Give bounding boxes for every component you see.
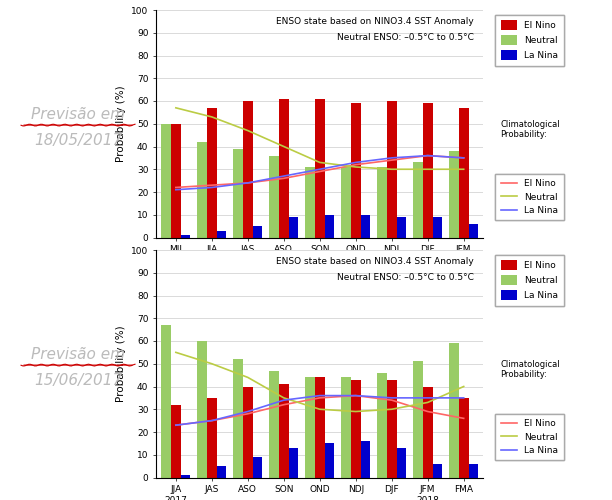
Text: Previsão em: Previsão em xyxy=(31,347,125,362)
Bar xyxy=(459,108,469,238)
Bar xyxy=(469,464,478,477)
Bar xyxy=(181,475,190,478)
Bar xyxy=(181,235,190,238)
Bar xyxy=(423,104,433,238)
Bar xyxy=(397,448,406,478)
Bar xyxy=(341,167,351,238)
Bar xyxy=(341,378,351,478)
Bar xyxy=(305,378,315,478)
X-axis label: Time Period: Time Period xyxy=(282,270,357,280)
Text: 15/06/2017: 15/06/2017 xyxy=(34,373,122,388)
Bar xyxy=(315,98,324,237)
Text: Neutral ENSO: –0.5°C to 0.5°C: Neutral ENSO: –0.5°C to 0.5°C xyxy=(337,273,474,282)
Bar xyxy=(469,224,478,237)
Bar xyxy=(324,215,334,238)
Bar xyxy=(351,380,360,478)
Bar xyxy=(207,398,217,477)
Bar xyxy=(162,124,171,238)
Text: Climatological
Probability:: Climatological Probability: xyxy=(501,120,560,140)
Bar xyxy=(397,217,406,238)
Bar xyxy=(433,464,442,477)
Bar xyxy=(423,386,433,478)
Bar xyxy=(351,104,360,238)
Bar xyxy=(324,444,334,478)
Bar xyxy=(377,373,387,478)
Bar xyxy=(433,217,442,238)
Legend: El Nino, Neutral, La Nina: El Nino, Neutral, La Nina xyxy=(495,174,564,220)
Bar xyxy=(207,108,217,238)
Bar xyxy=(279,384,289,478)
Bar xyxy=(233,149,243,238)
Legend: El Nino, Neutral, La Nina: El Nino, Neutral, La Nina xyxy=(495,414,564,461)
Bar xyxy=(269,370,279,478)
Text: Climatological
Probability:: Climatological Probability: xyxy=(501,360,560,380)
Bar xyxy=(360,441,370,478)
Bar xyxy=(279,98,289,237)
Bar xyxy=(253,457,263,477)
Bar xyxy=(413,362,423,478)
Bar xyxy=(413,162,423,238)
Text: ENSO state based on NINO3.4 SST Anomaly: ENSO state based on NINO3.4 SST Anomaly xyxy=(276,17,474,26)
Bar xyxy=(197,341,207,477)
Bar xyxy=(449,344,459,477)
Bar xyxy=(217,466,226,477)
Y-axis label: Probability (%): Probability (%) xyxy=(116,86,125,162)
Bar xyxy=(289,217,299,238)
Bar xyxy=(305,167,315,238)
Bar xyxy=(315,378,324,478)
Bar xyxy=(243,101,253,237)
Bar xyxy=(253,226,263,237)
Bar xyxy=(387,101,397,237)
Bar xyxy=(387,380,397,478)
Bar xyxy=(269,156,279,238)
Bar xyxy=(449,151,459,238)
Bar xyxy=(162,325,171,478)
Bar xyxy=(217,230,226,237)
Bar xyxy=(377,167,387,238)
Text: Neutral ENSO: –0.5°C to 0.5°C: Neutral ENSO: –0.5°C to 0.5°C xyxy=(337,33,474,42)
Bar xyxy=(197,142,207,238)
Text: 18/05/2017: 18/05/2017 xyxy=(34,133,122,148)
Legend: El Nino, Neutral, La Nina: El Nino, Neutral, La Nina xyxy=(495,254,564,306)
Bar xyxy=(171,404,181,477)
Legend: El Nino, Neutral, La Nina: El Nino, Neutral, La Nina xyxy=(495,14,564,66)
Bar xyxy=(289,448,299,478)
Text: Previsão em: Previsão em xyxy=(31,107,125,122)
Bar xyxy=(171,124,181,238)
Bar xyxy=(360,215,370,238)
Bar xyxy=(233,359,243,478)
Text: ENSO state based on NINO3.4 SST Anomaly: ENSO state based on NINO3.4 SST Anomaly xyxy=(276,257,474,266)
Y-axis label: Probability (%): Probability (%) xyxy=(116,326,125,402)
Bar xyxy=(459,398,469,477)
Bar xyxy=(243,386,253,478)
